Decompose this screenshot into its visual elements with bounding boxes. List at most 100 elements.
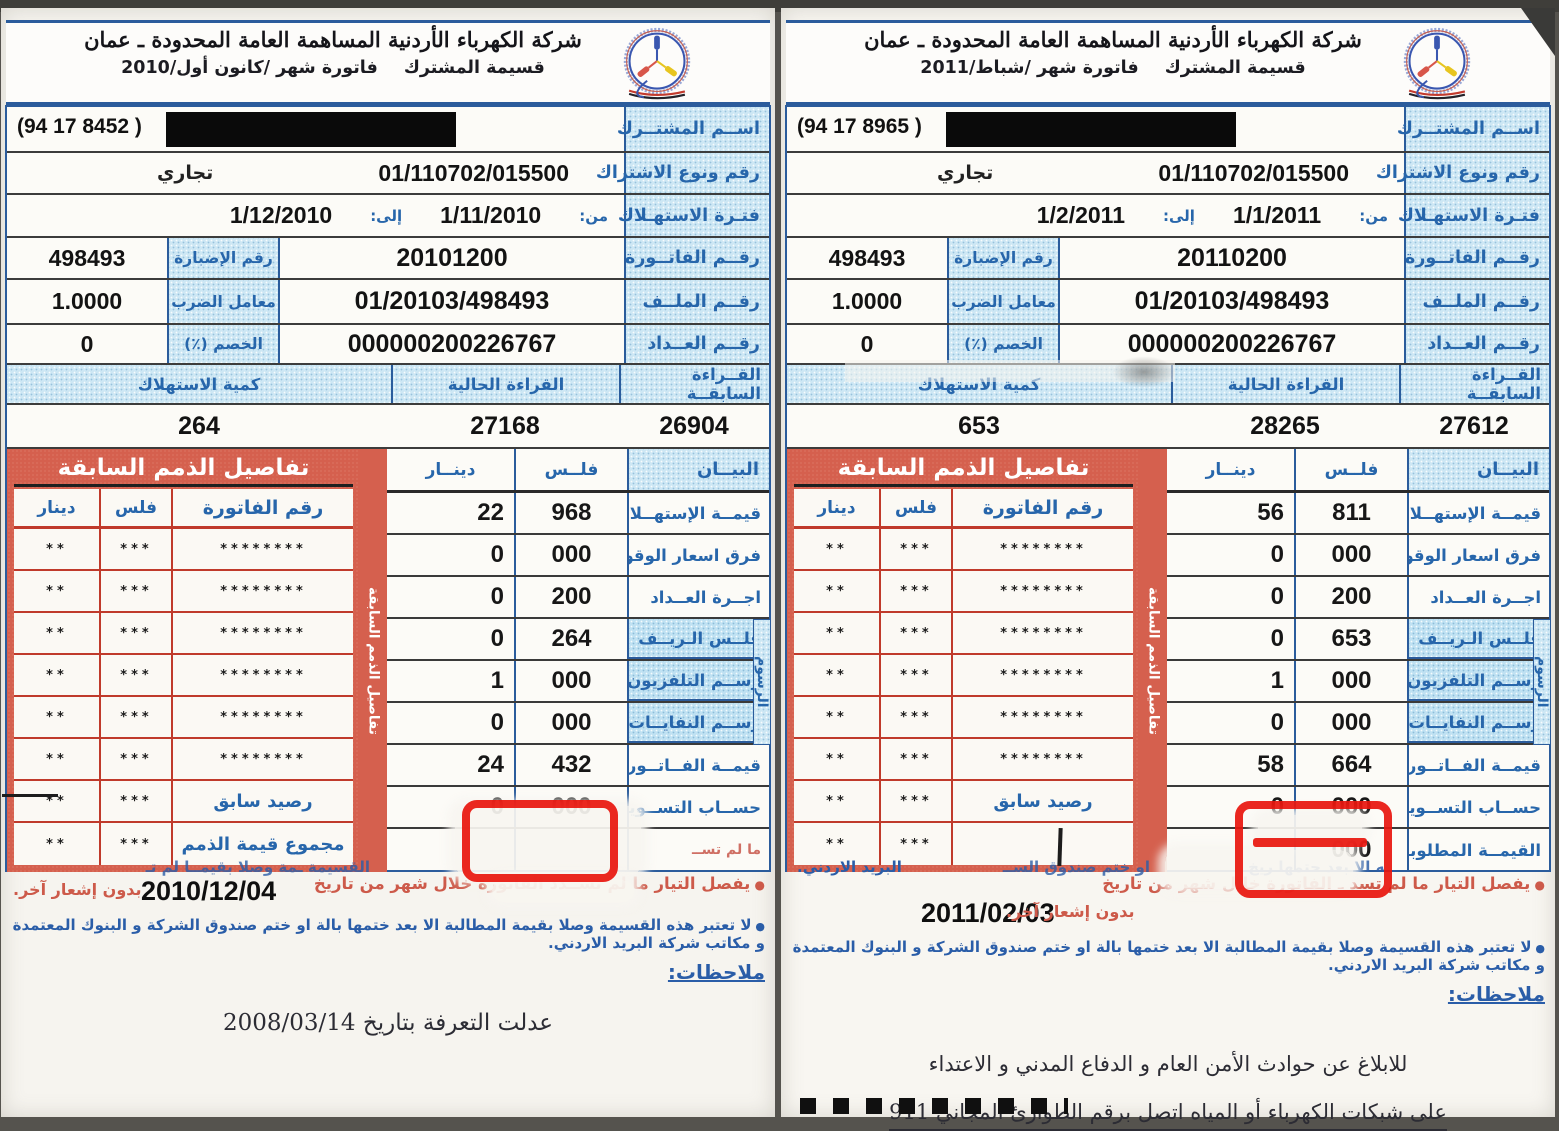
- charge-fils-value: 432: [514, 745, 627, 785]
- charge-row: فلــس الـريــف 653 0: [1167, 619, 1549, 661]
- debt-invoice-cell: ********: [951, 571, 1133, 611]
- debt-fils-cell: ***: [879, 823, 951, 865]
- file-number-label: رقــم الملــف: [1404, 280, 1549, 323]
- subscriber-name-label: اســم المشتــرك: [1397, 107, 1549, 151]
- charge-label: رســم النفايــات: [1407, 703, 1549, 743]
- debt-invoice-cell: ********: [951, 529, 1133, 569]
- charge-row: قيمــة الفــاتــورة 664 58: [1167, 745, 1549, 787]
- folder-number: 498493: [828, 244, 906, 271]
- subscription-number: 01/110702/015500: [1158, 159, 1349, 186]
- charge-row: فرق اسعار الوقود 000 0: [1167, 535, 1549, 577]
- erased-note-fragment: القسيمة ـمة وصلا بقيمــا لم تـ: [145, 858, 370, 876]
- debt-row: ******** *** **: [794, 655, 1133, 697]
- invoice-number-label: رقــم الفاتــورة: [624, 238, 769, 278]
- debt-invoice-cell: ********: [171, 697, 353, 737]
- charge-row: فلــس الـريــف 264 0: [387, 619, 769, 661]
- invoice-number-label: رقــم الفاتــورة: [1404, 238, 1549, 278]
- subscription-row: رقم ونوع الاشتراك 01/110702/015500 تجاري: [787, 153, 1549, 195]
- charge-dinar-value: 56: [1257, 499, 1284, 526]
- subscriber-name-row: اســم المشتــرك (94 17 8452 ): [7, 107, 769, 153]
- invoice-number: 20110200: [1177, 243, 1287, 272]
- tape-wear-mark: [845, 360, 1175, 382]
- charge-row: قيمــة الإستهــلاك 968 22: [387, 493, 769, 535]
- barcode-marks: [800, 1098, 1068, 1114]
- current-reading-label: القراءة الحالية: [1171, 365, 1399, 403]
- charges-table-header: البيــان فلــس دينــار: [1167, 449, 1549, 493]
- readings-value-row: 27612 28265 653: [787, 405, 1549, 449]
- readings-value-row: 26904 27168 264: [7, 405, 769, 449]
- debt-row: ******** *** **: [14, 571, 353, 613]
- statement-column-label: البيــان: [627, 449, 769, 490]
- debt-invoice-cell: ********: [951, 613, 1133, 653]
- whiteout-patch: [1258, 815, 1362, 841]
- bill-body: اســم المشتــرك (94 17 8965 ) رقم ونوع ا…: [785, 105, 1551, 872]
- charge-fils-value: 653: [1294, 619, 1407, 659]
- debt-invoice-cell: رصيد سابق: [951, 781, 1133, 821]
- bill-body: اســم المشتــرك (94 17 8452 ) رقم ونوع ا…: [5, 105, 771, 872]
- debt-invoice-cell: [951, 823, 1133, 865]
- debt-fils-cell: ***: [879, 697, 951, 737]
- debt-row: رصيد سابق *** **: [794, 781, 1133, 823]
- charge-dinar-value: 0: [490, 709, 504, 736]
- charge-dinar-value: 0: [490, 625, 504, 652]
- multiplier-label: معامل الضرب: [167, 280, 280, 323]
- multiplier-value: 1.0000: [51, 288, 123, 314]
- debt-dinar-cell: **: [825, 667, 848, 683]
- charge-label: اجــرة العــداد: [1407, 577, 1549, 617]
- debt-fils-cell: ***: [99, 781, 171, 821]
- emergency-report-line-1: للابلاغ عن حوادث الأمن العام و الدفاع ال…: [928, 1052, 1408, 1076]
- charge-label: رســم التلفزيون: [1407, 661, 1549, 701]
- charge-fils-value: 200: [1294, 577, 1407, 617]
- debt-invoice-cell: ********: [171, 655, 353, 695]
- meter-number: 000000200226767: [347, 329, 557, 358]
- subscriber-name-cell: (94 17 8965 ): [787, 107, 1404, 151]
- charge-fils-value: 968: [514, 493, 627, 533]
- charge-label: رســم النفايــات: [627, 703, 769, 743]
- charge-label: رســم التلفزيون: [627, 661, 769, 701]
- debt-invoice-cell: ********: [951, 655, 1133, 695]
- meter-number-label: رقــم العــداد: [624, 325, 769, 363]
- invoice-number-row: رقــم الفاتــورة 20110200 رقم الإضبارة 4…: [787, 238, 1549, 280]
- charge-label: اجــرة العــداد: [627, 577, 769, 617]
- subscription-type: تجاري: [937, 162, 994, 184]
- subscriber-coupon-label: قسيمة المشترك: [403, 58, 545, 78]
- debt-invoice-cell: ********: [171, 739, 353, 779]
- stamp-validity-note: لا تعتبر هذه القسيمة وصلا بقيمة المطالبة…: [11, 916, 765, 952]
- charge-fils-value: 000: [1294, 703, 1407, 743]
- footer-notes: القسيمة ـمة وصلا بقيمــا لم تـ يفصل التي…: [11, 858, 765, 1036]
- debt-row: مجموع قيمة الذمم *** **: [14, 823, 353, 865]
- charge-dinar-value: 0: [1270, 709, 1284, 736]
- debts-vertical-title: تفاصيل الذمم السابقة: [365, 586, 382, 735]
- handwritten-tariff-note: عدلت التعرفة بتاريخ 2008/03/14: [222, 1010, 554, 1036]
- meter-number: 000000200226767: [1127, 329, 1337, 358]
- debts-table-header: رقم الفاتورة فلس دينار: [14, 489, 353, 529]
- charge-dinar-value: 0: [1270, 583, 1284, 610]
- debt-dinar-cell: **: [45, 751, 68, 767]
- subscriber-coupon-label: قسيمة المشترك: [1164, 58, 1306, 78]
- charge-dinar-value: 1: [1270, 667, 1284, 694]
- debt-dinar-cell: **: [45, 836, 68, 852]
- charge-fils-value: 664: [1294, 745, 1407, 785]
- fees-group-label: الرسوم: [754, 656, 770, 708]
- fils-column-label: فلــس: [514, 449, 627, 490]
- debt-invoice-cell: ********: [951, 697, 1133, 737]
- period-to: 1/2/2011: [1036, 202, 1125, 228]
- discount-value: 0: [860, 330, 874, 357]
- invoice-month-label: فاتورة شهر /شباط/2011: [920, 58, 1139, 78]
- charge-fils-value: 000: [514, 535, 627, 575]
- charge-label: فلــس الـريــف: [1407, 619, 1549, 659]
- consumption-period-row: فتـرة الاستهـلاك من: 1/11/2010 إلى: 1/12…: [7, 195, 769, 238]
- red-annotation-strike: [1253, 838, 1367, 847]
- subscription-number: 01/110702/015500: [378, 159, 569, 186]
- debt-row: *** **: [794, 823, 1133, 865]
- to-label: إلى:: [370, 206, 403, 225]
- invoice-month-label: فاتورة شهر /كانون أول/2010: [121, 58, 378, 78]
- charge-row: اجــرة العــداد 200 0: [1167, 577, 1549, 619]
- meter-number-row: رقــم العــداد 000000200226767 الخصم (٪)…: [787, 325, 1549, 365]
- debt-invoice-cell: مجموع قيمة الذمم: [171, 823, 353, 865]
- charge-fils-value: 200: [514, 577, 627, 617]
- bill-header: شركة الكهرباء الأردنية المساهمة العامة ا…: [786, 20, 1550, 105]
- subscriber-name-label: اســم المشتــرك: [617, 107, 769, 151]
- notes-label: ملاحظات:: [667, 960, 765, 984]
